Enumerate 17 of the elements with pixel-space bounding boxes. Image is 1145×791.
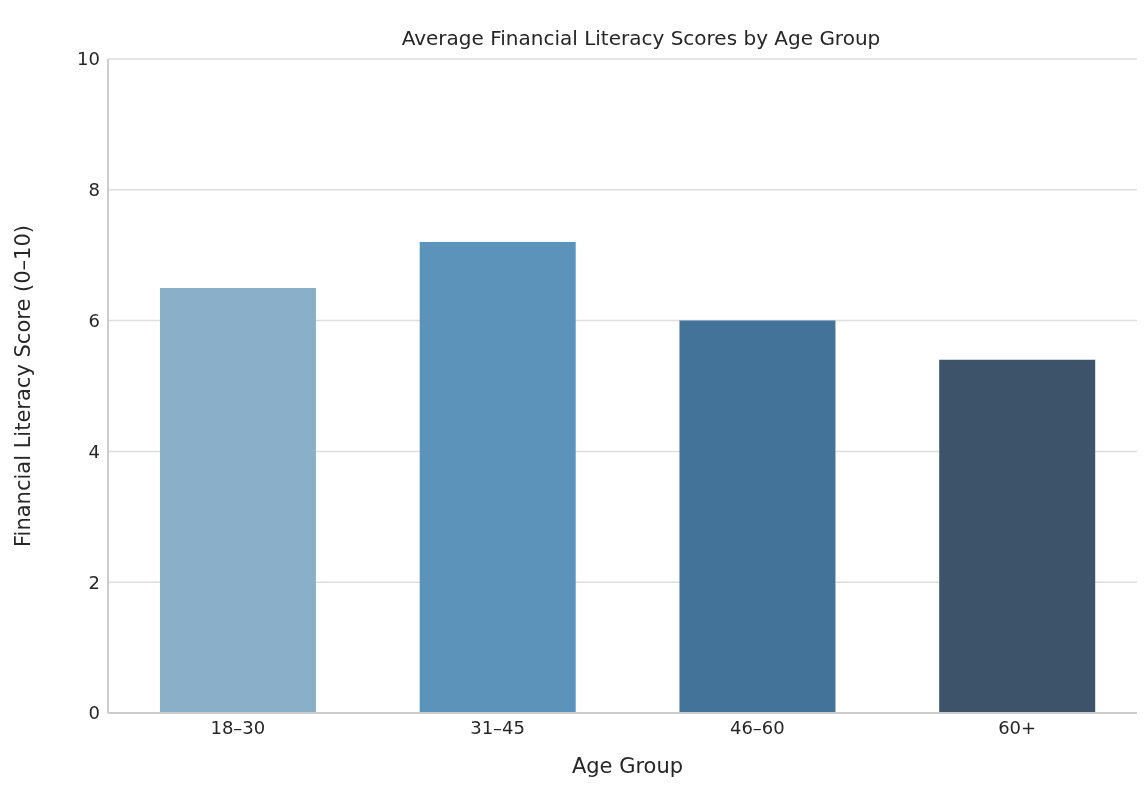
- bar: [159, 287, 316, 713]
- bar: [679, 320, 836, 713]
- x-tick-label: 60+: [998, 716, 1037, 738]
- y-tick-label: 2: [88, 571, 100, 593]
- y-tick-label: 6: [88, 309, 100, 331]
- bar: [419, 242, 576, 713]
- y-tick-label: 8: [88, 179, 100, 201]
- x-axis-title: Age Group: [571, 754, 684, 778]
- y-tick-label: 10: [77, 48, 100, 70]
- x-tick-label: 46–60: [729, 716, 785, 738]
- x-tick-label: 18–30: [210, 716, 266, 738]
- bar: [939, 359, 1096, 713]
- y-tick-label: 4: [88, 440, 100, 462]
- x-tick-label: 31–45: [470, 716, 526, 738]
- chart-title: Average Financial Literacy Scores by Age Group: [400, 26, 882, 50]
- y-tick-label: 0: [88, 702, 100, 724]
- y-axis-title: Financial Literacy Score (0–10): [11, 225, 36, 547]
